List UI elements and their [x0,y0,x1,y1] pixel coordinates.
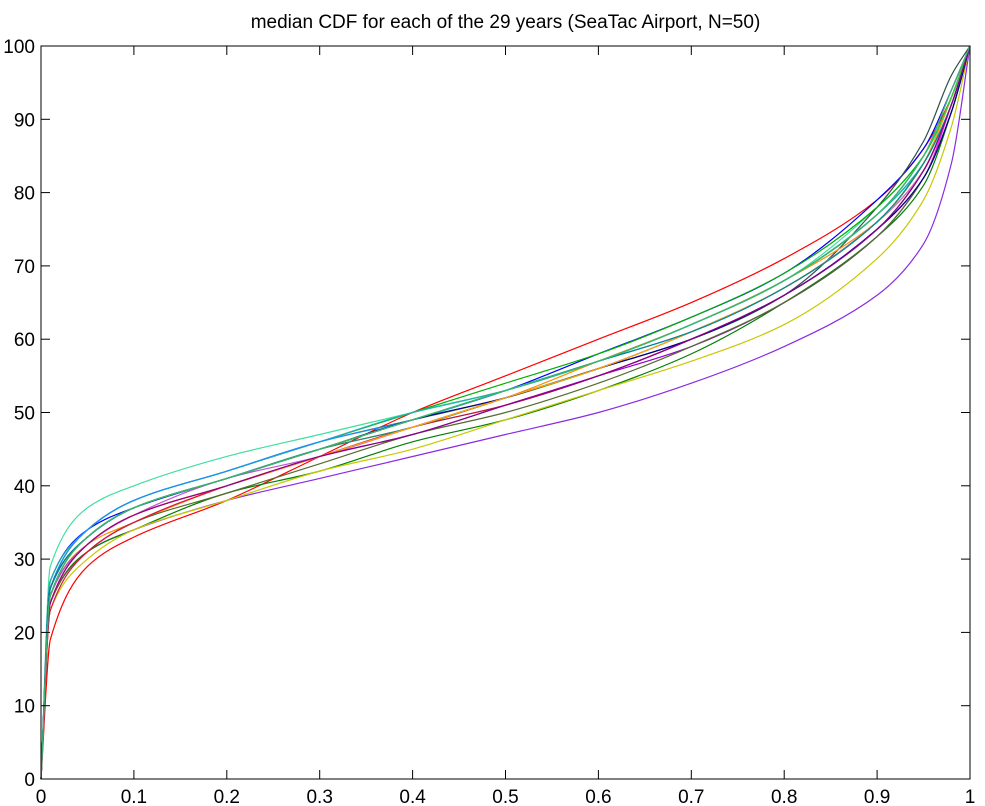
chart-title: median CDF for each of the 29 years (Sea… [251,12,761,33]
y-tick-label: 20 [14,623,35,644]
y-tick-label: 50 [14,404,35,425]
y-tick-label: 0 [24,770,35,791]
x-tick-label: 0.4 [399,787,426,806]
series-layer [40,45,971,780]
y-tick-label: 60 [14,330,35,351]
y-tick-label: 30 [14,550,35,571]
x-tick-label: 0.2 [214,787,240,806]
series-line-14 [40,45,971,780]
y-tick-label: 90 [14,110,35,131]
y-tick-label: 80 [14,184,35,205]
x-tick-label: 0.7 [678,787,704,806]
series-line-29 [40,45,971,780]
y-tick-label: 70 [14,257,35,278]
series-line-28 [40,45,971,780]
x-tick-label: 0.3 [306,787,332,806]
x-tick-label: 0.8 [771,787,797,806]
y-tick-label: 100 [3,37,35,58]
x-tick-label: 0.1 [121,787,147,806]
x-tick-label: 0 [36,787,47,806]
x-tick-label: 1 [965,787,976,806]
series-line-6 [40,45,971,780]
x-tick-label: 0.5 [492,787,518,806]
x-tick-label: 0.9 [864,787,890,806]
y-tick-label: 10 [14,697,35,718]
ticks-layer: 0 0.1 0.2 0.3 0.4 0.5 0.6 0.7 0.8 0.9 101020304050… [3,37,975,806]
y-tick-label: 40 [14,477,35,498]
x-tick-label: 0.6 [585,787,611,806]
